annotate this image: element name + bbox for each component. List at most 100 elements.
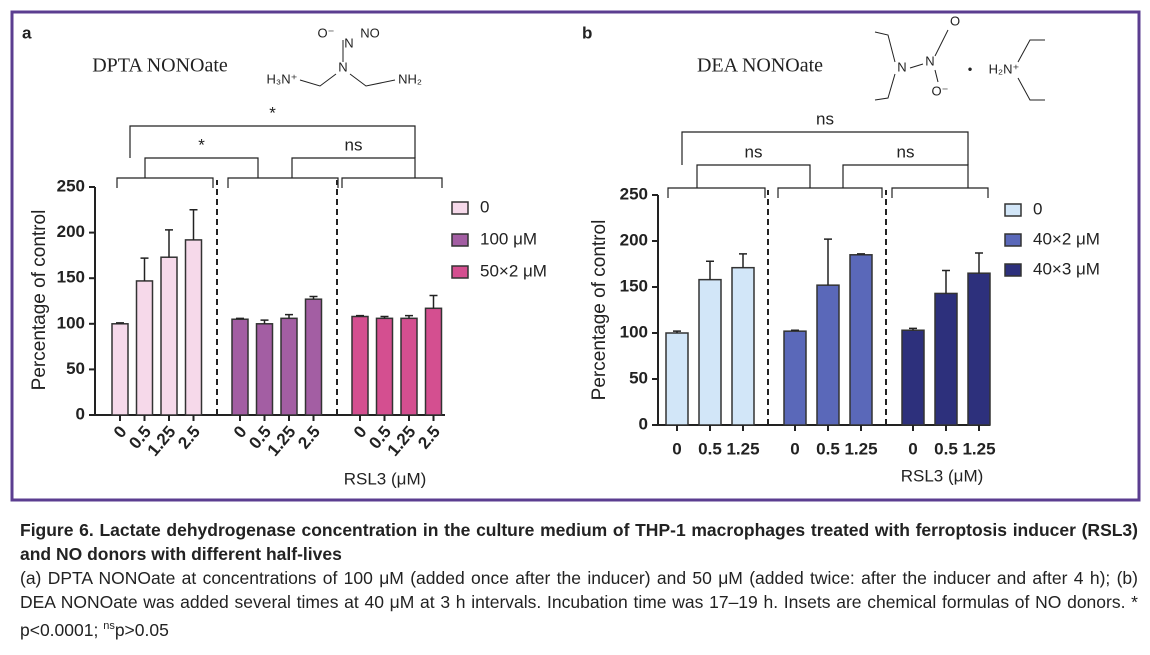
- legend-label: 40×3 μM: [1033, 259, 1100, 278]
- bar: [111, 323, 129, 416]
- x-tick-label: 0.5: [698, 439, 722, 458]
- error-bar: [380, 315, 389, 319]
- formula-label: NO: [360, 25, 380, 40]
- significance-bracket: [129, 125, 416, 158]
- chart-title: DEA NONOate: [697, 55, 823, 77]
- formula-label: O⁻: [932, 83, 949, 98]
- legend-label: 0: [480, 197, 489, 216]
- bar: [934, 292, 958, 426]
- legend-swatch: [1004, 233, 1022, 247]
- bar: [783, 330, 807, 426]
- y-tick-label: 100: [620, 322, 648, 341]
- bar: [135, 280, 154, 416]
- formula-bond: [1017, 39, 1045, 63]
- panel-label: a: [22, 23, 32, 42]
- error-bar: [236, 317, 244, 320]
- error-bar: [189, 209, 198, 240]
- x-tick-label: 2.5: [414, 422, 444, 452]
- error-bar: [165, 229, 173, 258]
- formula-label: H₂N⁺: [989, 61, 1020, 76]
- legend-swatch: [451, 201, 469, 215]
- y-tick-label: 150: [620, 276, 648, 295]
- x-tick-label: 0: [790, 439, 799, 458]
- legend-label: 0: [1033, 199, 1042, 218]
- formula-label: O⁻: [318, 25, 335, 40]
- group-bracket: [116, 177, 214, 188]
- bar: [849, 254, 873, 426]
- error-bar: [116, 322, 124, 324]
- bar: [231, 318, 249, 416]
- significance-bracket: [291, 157, 416, 178]
- formula-bond: [349, 73, 396, 87]
- x-tick-label: 0: [672, 439, 681, 458]
- error-bar: [260, 319, 269, 324]
- significance-label: *: [269, 103, 276, 122]
- legend-label: 40×2 μM: [1033, 229, 1100, 248]
- legend-label: 50×2 μM: [480, 261, 547, 280]
- error-bar: [824, 238, 832, 286]
- bar: [698, 278, 722, 426]
- formula-bond: [874, 73, 896, 101]
- error-bar: [356, 314, 364, 317]
- x-tick-label: 0.5: [816, 439, 840, 458]
- x-tick-label: 2.5: [174, 422, 204, 452]
- significance-label: ns: [816, 109, 834, 128]
- caption-title: Figure 6. Lactate dehydrogenase concentr…: [20, 520, 1138, 564]
- formula-label: N: [897, 59, 906, 74]
- formula-label: •: [968, 61, 973, 76]
- significance-label: ns: [345, 135, 363, 154]
- y-tick-label: 200: [620, 230, 648, 249]
- x-tick-label: 1.25: [844, 439, 877, 458]
- significance-bracket: [144, 157, 259, 178]
- error-bar: [429, 294, 438, 309]
- x-tick-label: 0: [908, 439, 917, 458]
- legend-label: 100 μM: [480, 229, 537, 248]
- y-tick-label: 0: [76, 404, 85, 423]
- x-tick-label: 1.25: [726, 439, 759, 458]
- error-bar: [739, 253, 747, 268]
- y-tick-label: 150: [57, 268, 85, 287]
- group-bracket: [227, 177, 339, 188]
- group-bracket: [777, 187, 883, 198]
- error-bar: [791, 329, 799, 332]
- bar: [160, 256, 178, 416]
- bar: [731, 266, 755, 426]
- error-bar: [285, 313, 293, 319]
- bar: [816, 284, 840, 426]
- formula-bond: [299, 73, 337, 87]
- formula-label: N: [338, 59, 347, 74]
- caption-sup: ns: [103, 620, 115, 632]
- figure-border: [10, 10, 1141, 502]
- significance-bracket: [681, 131, 969, 165]
- legend-swatch: [1004, 263, 1022, 277]
- x-tick-label: 0.5: [934, 439, 958, 458]
- error-bar: [975, 252, 983, 274]
- y-tick-label: 250: [620, 184, 648, 203]
- error-bar: [405, 314, 413, 319]
- y-tick-label: 250: [57, 176, 85, 195]
- bar: [351, 315, 369, 416]
- bar: [665, 332, 689, 426]
- bar: [901, 329, 925, 426]
- bar: [424, 307, 443, 416]
- caption: Figure 6. Lactate dehydrogenase concentr…: [20, 518, 1138, 642]
- group-bracket: [891, 187, 989, 198]
- formula-bond: [874, 31, 896, 63]
- formula-bond: [909, 63, 924, 69]
- formula-label: H₃N⁺: [267, 71, 298, 86]
- formula-label: O: [950, 13, 960, 28]
- formula-label: N: [925, 53, 934, 68]
- y-axis-label: Percentage of control: [589, 220, 610, 401]
- y-tick-label: 50: [629, 368, 648, 387]
- x-axis-label: RSL3 (μM): [344, 469, 427, 488]
- bar: [400, 317, 418, 416]
- legend-swatch: [1004, 203, 1022, 217]
- y-tick-label: 100: [57, 313, 85, 332]
- x-tick-label: 2.5: [294, 422, 324, 452]
- bar: [255, 323, 274, 416]
- error-bar: [909, 327, 917, 331]
- chart-title: DPTA NONOate: [92, 55, 228, 77]
- formula-bond: [934, 69, 939, 83]
